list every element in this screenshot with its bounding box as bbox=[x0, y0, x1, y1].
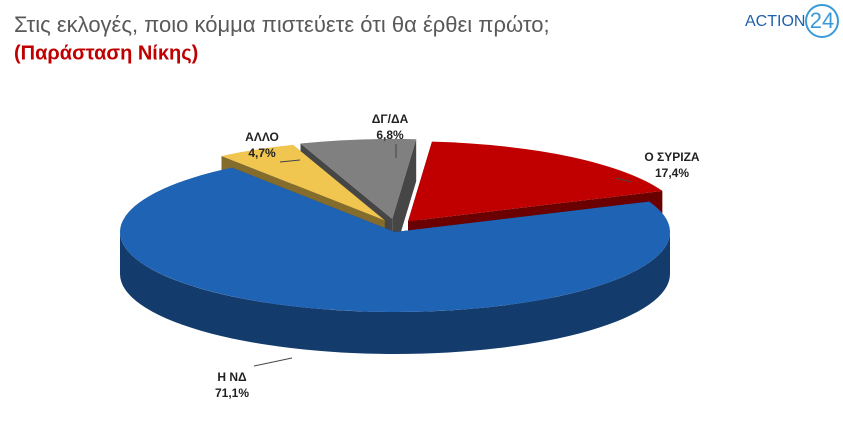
slice bbox=[119, 167, 670, 312]
slice bbox=[221, 144, 385, 221]
value-label: 6,8% bbox=[376, 128, 404, 142]
slice-label: Ο ΣΥΡΙΖΑ bbox=[644, 150, 700, 164]
slice-label: ΑΛΛΟ bbox=[245, 130, 279, 144]
value-label: 17,4% bbox=[655, 166, 689, 180]
value-label: 71,1% bbox=[215, 386, 249, 400]
logo-ring bbox=[805, 4, 839, 38]
slice-label: ΔΓ/ΔΑ bbox=[372, 112, 409, 126]
slice bbox=[408, 141, 663, 222]
logo-text: ACTION bbox=[745, 13, 805, 30]
chart-subtitle: (Παράσταση Νίκης) bbox=[14, 42, 198, 64]
chart-title: Στις εκλογές, ποιο κόμμα πιστεύετε ότι θ… bbox=[14, 12, 550, 37]
slice-label: Η ΝΔ bbox=[217, 370, 247, 384]
logo-number: 24 bbox=[810, 8, 834, 33]
leader-line bbox=[614, 177, 633, 183]
slice bbox=[300, 138, 417, 219]
value-label: 4,7% bbox=[248, 146, 276, 160]
leader-line bbox=[279, 159, 301, 163]
slice-wall bbox=[120, 232, 670, 354]
leader-line bbox=[253, 357, 293, 367]
slice-side bbox=[392, 139, 417, 261]
logo: ACTION 24 bbox=[745, 4, 839, 38]
